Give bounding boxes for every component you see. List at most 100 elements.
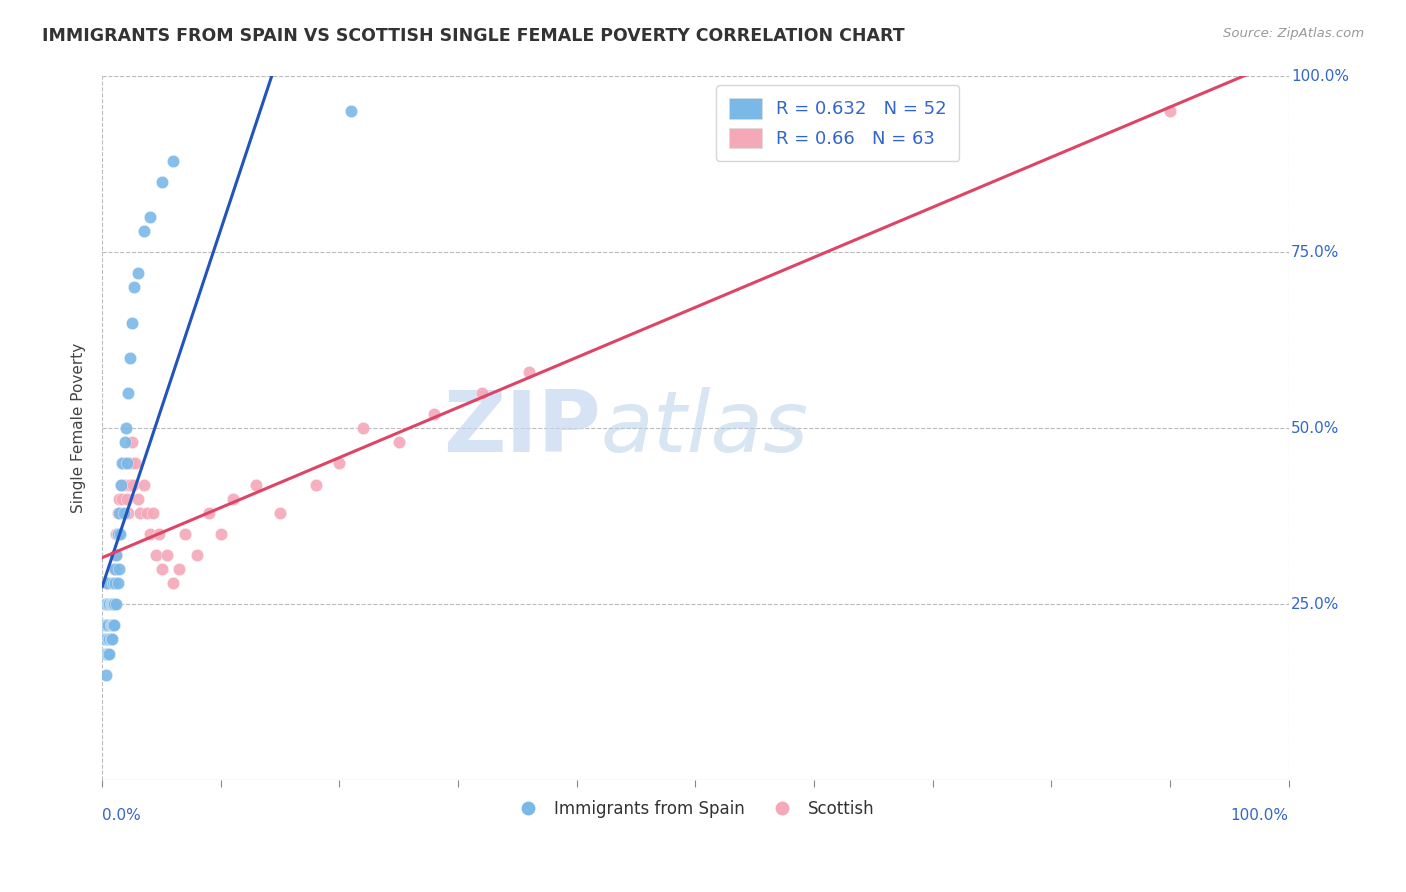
Point bbox=[100, 632, 122, 647]
Point bbox=[150, 175, 173, 189]
Point bbox=[111, 456, 134, 470]
Point bbox=[114, 435, 136, 450]
Text: 25.0%: 25.0% bbox=[1291, 597, 1340, 612]
Point bbox=[103, 576, 125, 591]
Point bbox=[96, 618, 118, 632]
Point bbox=[103, 562, 125, 576]
Point bbox=[97, 632, 120, 647]
Point bbox=[108, 526, 131, 541]
Point bbox=[305, 477, 328, 491]
Point bbox=[162, 576, 184, 591]
Point bbox=[340, 104, 363, 119]
Point bbox=[222, 491, 245, 506]
Point bbox=[118, 351, 141, 365]
Point bbox=[127, 491, 149, 506]
Point bbox=[118, 477, 141, 491]
Point bbox=[121, 316, 143, 330]
Point bbox=[352, 421, 374, 435]
Point bbox=[162, 153, 184, 168]
Point bbox=[108, 491, 131, 506]
Point bbox=[104, 576, 127, 591]
Point bbox=[122, 477, 145, 491]
Point bbox=[98, 647, 121, 661]
Point bbox=[100, 597, 122, 611]
Point bbox=[138, 526, 160, 541]
Point bbox=[105, 526, 128, 541]
Point bbox=[112, 456, 135, 470]
Point bbox=[96, 576, 118, 591]
Point bbox=[104, 562, 127, 576]
Point bbox=[388, 435, 411, 450]
Point bbox=[100, 632, 122, 647]
Point bbox=[122, 280, 145, 294]
Point bbox=[423, 407, 446, 421]
Point bbox=[103, 618, 125, 632]
Point bbox=[100, 576, 122, 591]
Text: 0.0%: 0.0% bbox=[103, 808, 141, 823]
Point bbox=[94, 667, 117, 681]
Point bbox=[108, 562, 131, 576]
Text: 100.0%: 100.0% bbox=[1291, 69, 1348, 84]
Legend: Immigrants from Spain, Scottish: Immigrants from Spain, Scottish bbox=[509, 794, 882, 825]
Text: ZIP: ZIP bbox=[443, 386, 600, 470]
Point bbox=[517, 365, 540, 379]
Point bbox=[93, 647, 115, 661]
Point bbox=[245, 477, 267, 491]
Point bbox=[105, 548, 128, 562]
Point bbox=[127, 266, 149, 280]
Point bbox=[209, 526, 232, 541]
Point bbox=[96, 647, 118, 661]
Point bbox=[117, 506, 139, 520]
Text: Source: ZipAtlas.com: Source: ZipAtlas.com bbox=[1223, 27, 1364, 40]
Text: IMMIGRANTS FROM SPAIN VS SCOTTISH SINGLE FEMALE POVERTY CORRELATION CHART: IMMIGRANTS FROM SPAIN VS SCOTTISH SINGLE… bbox=[42, 27, 905, 45]
Point bbox=[104, 548, 127, 562]
Point bbox=[108, 506, 131, 520]
Point bbox=[105, 548, 128, 562]
Point bbox=[148, 526, 170, 541]
Point bbox=[101, 597, 124, 611]
Point bbox=[100, 618, 122, 632]
Point bbox=[93, 597, 115, 611]
Text: 75.0%: 75.0% bbox=[1291, 244, 1340, 260]
Point bbox=[174, 526, 197, 541]
Point bbox=[124, 456, 146, 470]
Point bbox=[103, 597, 125, 611]
Point bbox=[115, 456, 138, 470]
Point bbox=[114, 477, 136, 491]
Point bbox=[117, 386, 139, 401]
Text: atlas: atlas bbox=[600, 386, 808, 470]
Point bbox=[98, 632, 121, 647]
Point bbox=[150, 562, 173, 576]
Point bbox=[97, 597, 120, 611]
Point bbox=[105, 597, 128, 611]
Point bbox=[169, 562, 191, 576]
Point bbox=[136, 506, 159, 520]
Point bbox=[101, 576, 124, 591]
Point bbox=[100, 597, 122, 611]
Point bbox=[94, 597, 117, 611]
Point bbox=[107, 576, 129, 591]
Point bbox=[107, 526, 129, 541]
Point bbox=[94, 632, 117, 647]
Point bbox=[96, 618, 118, 632]
Point bbox=[110, 477, 132, 491]
Point bbox=[145, 548, 167, 562]
Point bbox=[100, 618, 122, 632]
Point bbox=[132, 224, 155, 238]
Point bbox=[132, 477, 155, 491]
Text: 50.0%: 50.0% bbox=[1291, 421, 1340, 435]
Point bbox=[115, 456, 138, 470]
Point bbox=[94, 632, 117, 647]
Point bbox=[93, 618, 115, 632]
Point bbox=[115, 421, 138, 435]
Point bbox=[96, 576, 118, 591]
Point bbox=[97, 597, 120, 611]
Point bbox=[269, 506, 291, 520]
Point bbox=[107, 526, 129, 541]
Point bbox=[100, 618, 122, 632]
Point bbox=[120, 456, 142, 470]
Point bbox=[98, 576, 121, 591]
Point bbox=[97, 632, 120, 647]
Point bbox=[98, 618, 121, 632]
Point bbox=[101, 597, 124, 611]
